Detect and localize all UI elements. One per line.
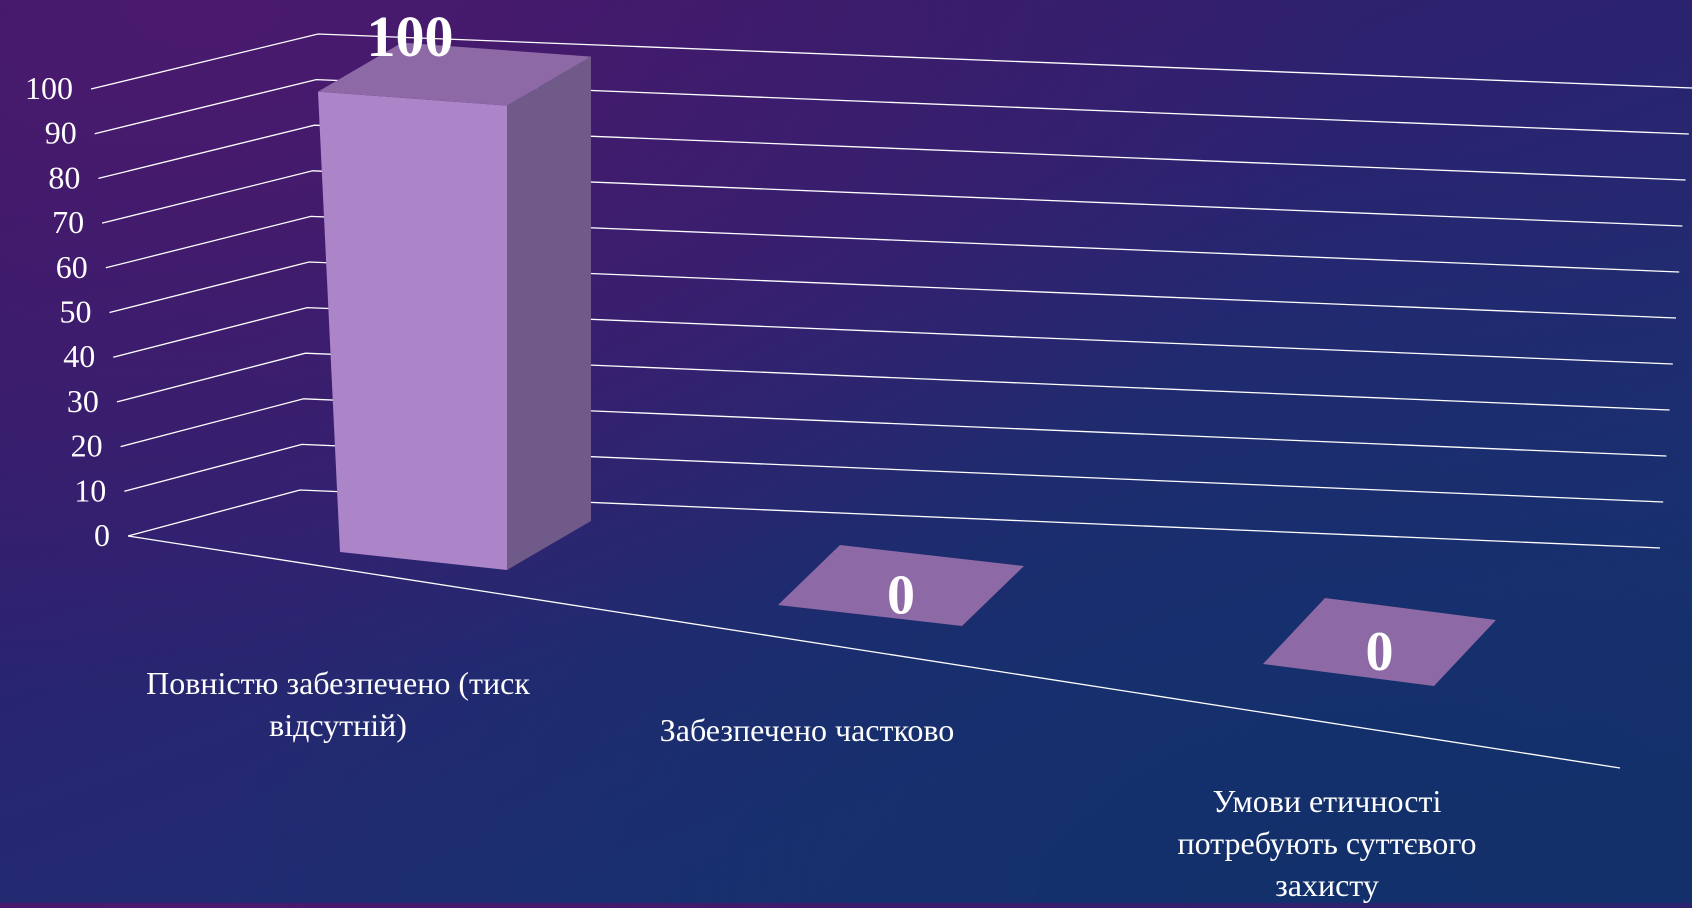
category-label-line: відсутній): [269, 707, 407, 743]
gridline: [105, 215, 1680, 273]
gridline: [101, 170, 1683, 227]
y-tick-label: 90: [45, 115, 77, 151]
gridline: [120, 398, 1667, 457]
y-axis-ticks: 0 10 20 30 40 50 60 70 80 90 100: [25, 70, 110, 553]
category-label-line: Повністю забезпечено (тиск: [146, 665, 530, 701]
y-tick-label: 20: [71, 428, 103, 464]
floor-front-edge: [127, 535, 1621, 769]
category-label-line: захисту: [1275, 867, 1379, 903]
y-tick-label: 0: [94, 517, 110, 553]
gridlines: [90, 33, 1692, 769]
bar-top-face: [778, 545, 1024, 626]
category-label: Умови етичності потребують суттєвого захис…: [1177, 783, 1476, 903]
gridline: [124, 443, 1664, 503]
data-labels: 100 0 0: [367, 4, 1394, 683]
bar-front-face: [318, 91, 507, 570]
data-label: 0: [1366, 621, 1394, 683]
y-tick-label: 50: [60, 294, 92, 330]
y-tick-label: 100: [25, 70, 73, 106]
category-labels: Повністю забезпечено (тиск відсутній) Забе…: [146, 665, 1476, 903]
y-tick-label: 30: [67, 383, 99, 419]
y-tick-label: 60: [56, 249, 88, 285]
category-label-line: потребують суттєвого: [1177, 825, 1476, 861]
y-tick-label: 10: [74, 472, 106, 508]
bar-side-face: [507, 56, 591, 570]
y-tick-label: 40: [63, 338, 95, 374]
category-label-line: Умови етичності: [1213, 783, 1442, 819]
category-label: Забезпечено частково: [660, 712, 955, 748]
gridline: [127, 489, 1661, 549]
gridline: [94, 78, 1689, 135]
gridline: [113, 306, 1673, 365]
data-label: 0: [887, 565, 915, 627]
bar-top-face: [1263, 598, 1496, 686]
bar-top-face: [318, 42, 591, 106]
gridline: [116, 352, 1670, 411]
y-tick-label: 80: [48, 159, 80, 195]
category-label: Повністю забезпечено (тиск відсутній): [146, 665, 530, 743]
bars: [318, 42, 1496, 686]
gridline: [98, 124, 1686, 181]
gridline: [90, 33, 1692, 90]
data-label: 100: [367, 4, 454, 69]
category-label-line: Забезпечено частково: [660, 712, 955, 748]
gridline: [109, 261, 1677, 319]
y-tick-label: 70: [52, 204, 84, 240]
